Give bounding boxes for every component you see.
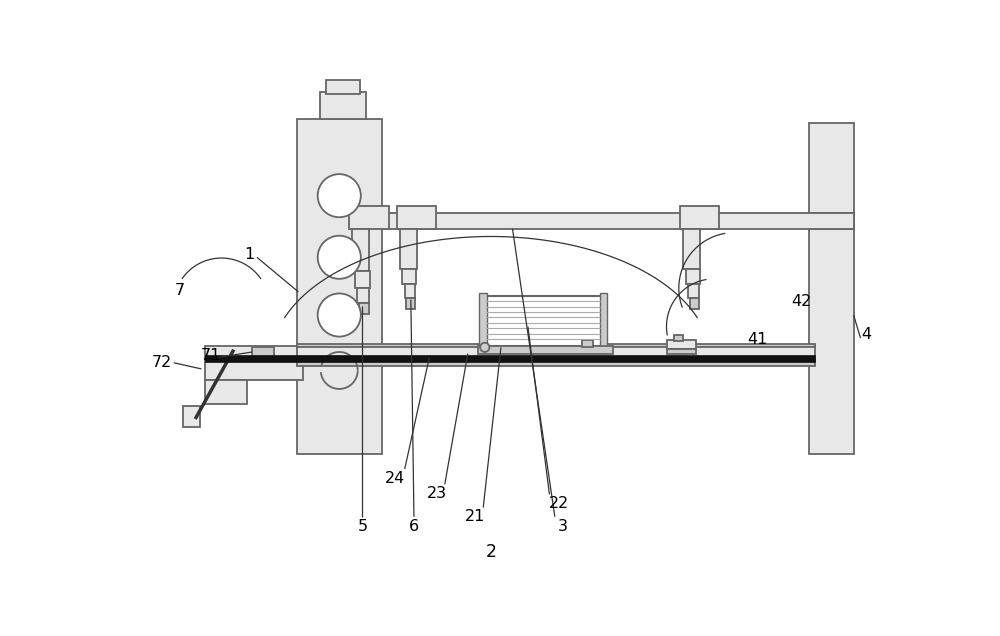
Bar <box>809 214 854 229</box>
Bar <box>674 335 683 341</box>
Bar <box>326 80 360 94</box>
Text: 2: 2 <box>485 543 496 561</box>
Bar <box>666 340 696 349</box>
Text: 1: 1 <box>244 247 254 263</box>
Bar <box>297 357 815 366</box>
Circle shape <box>318 236 361 279</box>
Bar <box>680 205 719 229</box>
Bar <box>320 92 366 119</box>
Bar <box>397 205 436 229</box>
Bar <box>478 346 613 354</box>
Bar <box>406 298 415 309</box>
Text: 72: 72 <box>152 356 172 370</box>
Bar <box>297 119 382 453</box>
Bar <box>183 406 200 427</box>
Bar <box>349 205 389 229</box>
Circle shape <box>480 343 489 352</box>
Bar <box>690 298 699 309</box>
Text: 4: 4 <box>862 327 872 342</box>
Text: 71: 71 <box>200 347 221 363</box>
Bar <box>402 269 416 284</box>
Bar <box>683 229 700 269</box>
Text: 23: 23 <box>427 486 447 501</box>
Bar <box>600 293 607 349</box>
Bar <box>358 303 369 314</box>
Bar <box>297 346 815 357</box>
Bar <box>252 347 274 359</box>
Text: 24: 24 <box>385 471 406 486</box>
Text: 3: 3 <box>558 519 568 534</box>
Bar <box>809 123 854 453</box>
Bar <box>355 271 370 288</box>
Bar <box>686 269 700 284</box>
Circle shape <box>318 293 361 336</box>
Text: 21: 21 <box>465 509 486 524</box>
Bar <box>205 380 247 404</box>
Bar <box>666 349 696 354</box>
Bar <box>205 355 815 362</box>
Text: 6: 6 <box>409 519 419 534</box>
Bar <box>483 296 603 346</box>
Bar <box>352 229 369 271</box>
Circle shape <box>318 174 361 218</box>
Text: 22: 22 <box>549 496 569 511</box>
Text: 7: 7 <box>175 283 185 298</box>
Bar <box>400 229 417 269</box>
Bar <box>351 214 854 229</box>
Bar <box>479 293 487 349</box>
Text: 42: 42 <box>791 294 811 308</box>
Bar <box>688 284 699 298</box>
Bar <box>405 284 415 298</box>
Bar <box>297 344 815 347</box>
Bar <box>357 288 369 303</box>
Bar <box>582 340 593 347</box>
Text: 41: 41 <box>747 332 768 347</box>
Bar <box>205 346 303 380</box>
Text: 5: 5 <box>357 519 367 534</box>
